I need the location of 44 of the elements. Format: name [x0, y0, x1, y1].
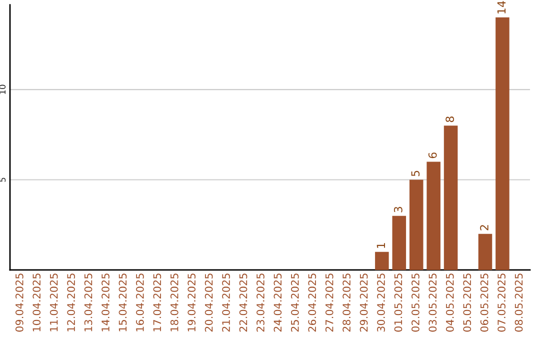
x-tick-label: 10.04.2025 [32, 274, 41, 332]
x-tick-label: 06.05.2025 [480, 274, 488, 332]
x-tick-label: 21.04.2025 [222, 274, 230, 332]
data-label: 5 [411, 170, 420, 176]
x-tick-label: 27.04.2025 [325, 274, 334, 332]
x-tick-label: 23.04.2025 [256, 274, 264, 332]
x-tick-label: 07.05.2025 [498, 274, 506, 332]
x-tick-label: 08.05.2025 [514, 274, 523, 332]
data-label: 8 [446, 116, 454, 122]
bar [375, 252, 389, 270]
bar [496, 17, 510, 270]
x-tick-label: 17.04.2025 [153, 274, 162, 332]
x-tick-label: 24.04.2025 [274, 274, 282, 332]
x-tick-label: 28.04.2025 [342, 274, 351, 332]
x-tick-label: 13.04.2025 [84, 274, 92, 332]
bar [392, 216, 406, 270]
bar [409, 180, 424, 270]
x-tick-label: 15.04.2025 [118, 274, 127, 332]
x-tick-label: 14.04.2025 [102, 274, 110, 332]
x-tick-label: 29.04.2025 [360, 274, 368, 332]
x-tick-label: 22.04.2025 [239, 274, 248, 332]
bar [426, 162, 440, 270]
x-tick-label: 18.04.2025 [170, 274, 178, 332]
bar [444, 126, 458, 270]
x-tick-label: 16.04.2025 [136, 274, 144, 332]
x-tick-label: 04.05.2025 [446, 274, 454, 332]
x-tick-label: 11.04.2025 [50, 274, 58, 332]
data-label: 2 [480, 225, 488, 230]
x-tick-label: 09.04.2025 [15, 274, 24, 332]
x-tick-label: 03.05.2025 [428, 274, 437, 332]
x-tick-label: 20.04.2025 [204, 274, 213, 332]
x-tick-label: 30.04.2025 [377, 274, 385, 332]
bar [478, 234, 492, 270]
x-tick-label: 01.05.2025 [394, 274, 402, 332]
x-tick-label: 05.05.2025 [463, 274, 472, 332]
x-tick-label: 25.04.2025 [290, 274, 299, 332]
x-tick-label: 26.04.2025 [308, 274, 316, 332]
data-label: 6 [428, 152, 437, 158]
data-label: 3 [394, 206, 402, 212]
data-label: 14 [497, 1, 506, 14]
x-tick-label: 02.05.2025 [412, 274, 420, 332]
x-tick-label: 12.04.2025 [67, 274, 75, 332]
data-label: 1 [376, 243, 385, 248]
x-tick-label: 19.04.2025 [188, 274, 196, 332]
